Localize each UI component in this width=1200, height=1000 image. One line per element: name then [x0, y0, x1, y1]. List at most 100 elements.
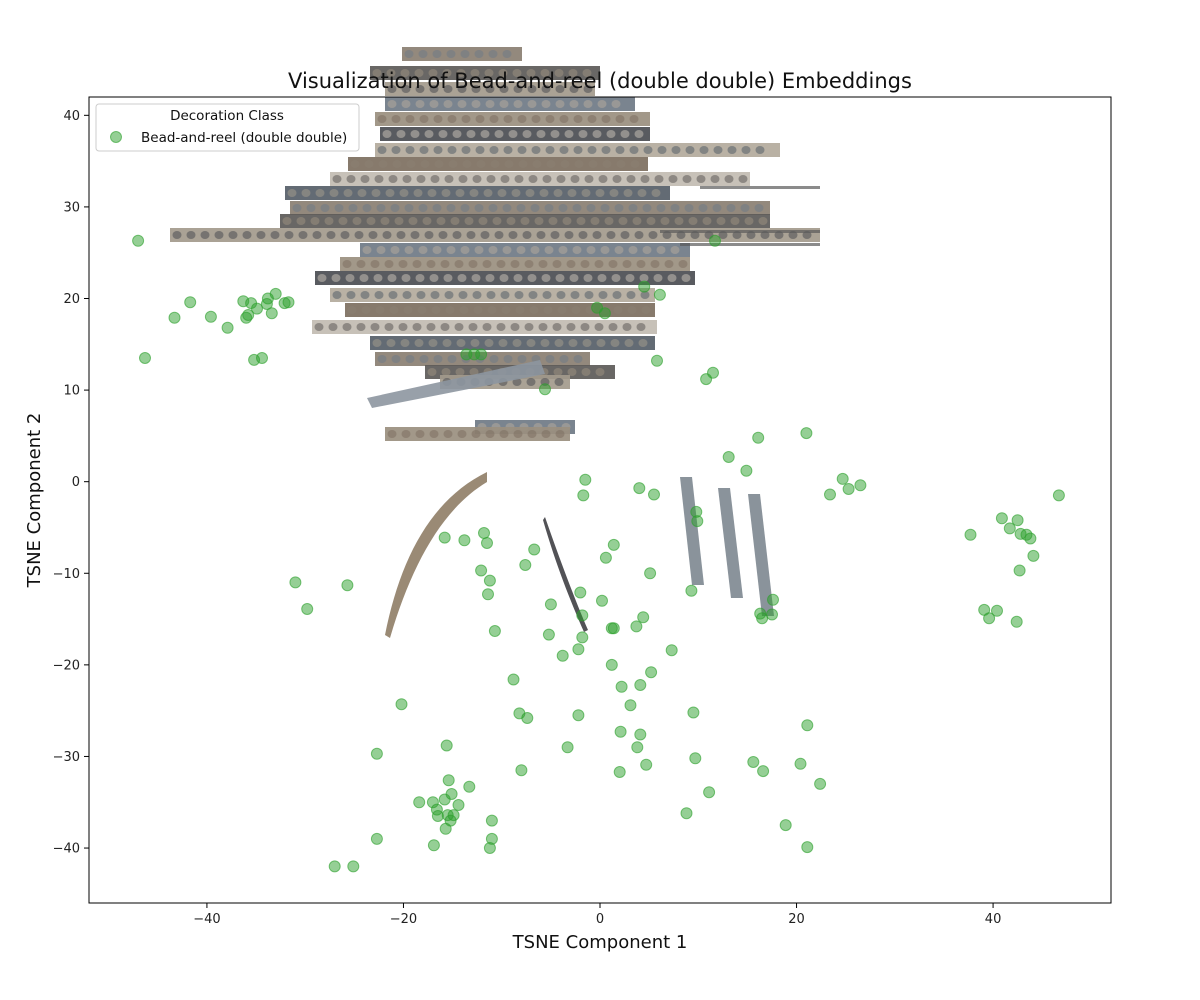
- thumbnail-bead: [474, 204, 484, 212]
- data-point: [370, 832, 383, 845]
- thumbnail-bead: [540, 69, 550, 77]
- thumbnail-bead: [459, 306, 469, 314]
- thumbnail-bead: [371, 189, 381, 197]
- thumbnail-bead: [429, 274, 439, 282]
- thumbnail-bead: [418, 204, 428, 212]
- data-point: [576, 609, 589, 622]
- thumbnail-bead: [522, 130, 532, 138]
- thumbnail-bead: [516, 204, 526, 212]
- thumbnail-bead: [414, 69, 424, 77]
- data-point: [577, 489, 590, 502]
- thumbnail-bead: [629, 146, 639, 154]
- thumbnail-bead: [431, 306, 441, 314]
- thumbnail-sliver: [718, 488, 743, 598]
- thumbnail-bead: [427, 368, 437, 376]
- thumbnail-sliver: [748, 494, 774, 616]
- thumbnail-bead: [628, 246, 638, 254]
- thumbnail-bead: [557, 306, 567, 314]
- thumbnail-bead: [485, 85, 495, 93]
- thumbnail-bead: [402, 291, 412, 299]
- data-point: [413, 796, 426, 809]
- x-axis-ticks: −40 −20 0 20 40: [193, 903, 1001, 927]
- thumbnail-bead: [555, 274, 565, 282]
- thumbnail-bead: [696, 175, 706, 183]
- thumbnail-bead: [597, 100, 607, 108]
- thumbnail-bead: [346, 291, 356, 299]
- thumbnail-bead: [560, 160, 570, 168]
- thumbnail-bead: [568, 339, 578, 347]
- thumbnail-bead: [380, 217, 390, 225]
- thumbnail-bead: [628, 204, 638, 212]
- data-point: [991, 604, 1003, 617]
- thumbnail-bead: [442, 339, 452, 347]
- thumbnail-bead: [643, 146, 653, 154]
- thumbnail-bead: [516, 246, 526, 254]
- thumbnail-bead: [502, 246, 512, 254]
- thumbnail-bead: [629, 115, 639, 123]
- thumbnail-bead: [496, 260, 506, 268]
- data-point: [747, 756, 760, 768]
- thumbnail-bead: [498, 69, 508, 77]
- thumbnail-bead: [400, 339, 410, 347]
- thumbnail-bead: [480, 231, 490, 239]
- data-point: [452, 799, 465, 811]
- thumbnail-strip: [367, 360, 545, 408]
- thumbnail-bead: [584, 291, 594, 299]
- thumbnail-bead: [510, 323, 520, 331]
- thumbnail-bead: [758, 217, 768, 225]
- thumbnail-bead: [527, 100, 537, 108]
- thumbnail-bead: [350, 160, 360, 168]
- thumbnail-bead: [637, 189, 647, 197]
- thumbnail-bead: [688, 217, 698, 225]
- thumbnail-bead: [485, 100, 495, 108]
- thumbnail-bead: [452, 231, 462, 239]
- thumbnail-bead: [678, 260, 688, 268]
- thumbnail-bead: [391, 355, 401, 363]
- data-point: [519, 559, 532, 571]
- thumbnail-bead: [497, 189, 507, 197]
- thumbnail-bead: [573, 355, 583, 363]
- thumbnail-bead: [583, 100, 593, 108]
- data-point: [1052, 489, 1065, 502]
- thumbnail-bead: [553, 368, 563, 376]
- thumbnail-bead: [370, 323, 380, 331]
- thumbnail-bead: [476, 160, 486, 168]
- thumbnail-bead: [620, 231, 630, 239]
- thumbnail-bead: [702, 217, 712, 225]
- thumbnail-bead: [562, 217, 572, 225]
- thumbnail-bead: [525, 189, 535, 197]
- thumbnail-bead: [538, 260, 548, 268]
- thumbnail-bead: [553, 189, 563, 197]
- data-point: [1003, 522, 1016, 535]
- data-point: [653, 288, 666, 301]
- thumbnail-bead: [610, 339, 620, 347]
- thumbnail-bead: [492, 217, 502, 225]
- thumbnail-bead: [499, 274, 509, 282]
- thumbnail-bead: [398, 323, 408, 331]
- data-point: [1010, 615, 1023, 628]
- thumbnail-bead: [428, 69, 438, 77]
- thumbnail-bead: [546, 160, 556, 168]
- thumbnail-bead: [378, 160, 388, 168]
- thumbnail-bead: [660, 217, 670, 225]
- data-point: [800, 427, 813, 440]
- thumbnail-bead: [499, 100, 509, 108]
- thumbnail-bead: [214, 231, 224, 239]
- thumbnail-bead: [600, 246, 610, 254]
- thumbnail-bead: [556, 175, 566, 183]
- thumbnail-bead: [404, 204, 414, 212]
- thumbnail-bead: [685, 146, 695, 154]
- thumbnail-bead: [405, 146, 415, 154]
- thumbnail-bead: [616, 160, 626, 168]
- thumbnail-bead: [564, 130, 574, 138]
- thumbnail-bead: [740, 204, 750, 212]
- thumbnail-bead: [552, 323, 562, 331]
- thumbnail-bead: [432, 204, 442, 212]
- thumbnail-bead: [364, 160, 374, 168]
- data-point: [651, 354, 663, 367]
- thumbnail-bead: [376, 246, 386, 254]
- thumbnail-bead: [389, 306, 399, 314]
- data-point: [794, 757, 807, 770]
- thumbnail-bead: [360, 175, 370, 183]
- thumbnail-bead: [312, 231, 322, 239]
